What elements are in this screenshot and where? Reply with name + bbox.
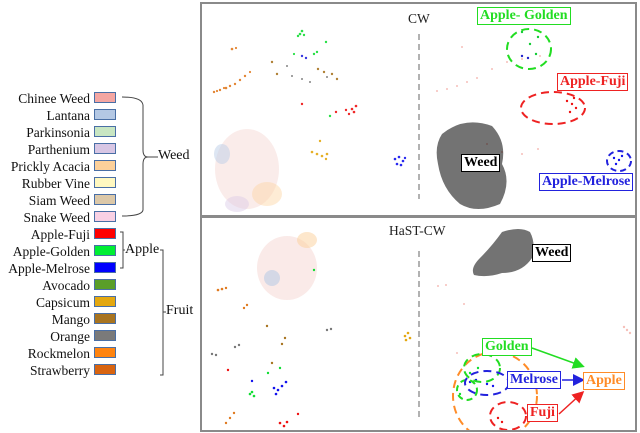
group-label-fruit: Fruit [166,303,194,318]
group-label-weed: Weed [158,148,190,163]
weed-cluster-hast-cw [472,229,534,277]
swatch-apple-melrose [94,262,116,273]
swatch-mango [94,313,116,324]
legend-item-apple-melrose: Apple-Melrose [0,260,118,277]
scatter-plot-hast-cw [210,229,632,430]
swatch-capsicum [94,296,116,307]
legend-item-orange: Orange [0,328,118,345]
legend-item-parkinsonia: Parkinsonia [0,124,118,141]
annotation-weed: Weed [532,244,572,262]
swatch-avocado [94,279,116,290]
legend-item-strawberry: Strawberry [0,362,118,379]
panel-hast-cw: HaST-CW Weed Golden Melrose Apple Fuji [200,216,637,432]
annotation-golden: Golden [482,338,532,356]
legend-item-mango: Mango [0,311,118,328]
swatch-orange [94,330,116,341]
annotation-apple: Apple [583,372,625,390]
swatch-apple-golden [94,245,116,256]
swatch-siam-weed [94,194,116,205]
swatch-apple-fuji [94,228,116,239]
legend-item-avocado: Avocado [0,277,118,294]
legend-item-snake-weed: Snake Weed [0,209,118,226]
swatch-parthenium [94,143,116,154]
panel-title-cw: CW [408,11,430,26]
swatch-snake-weed [94,211,116,222]
legend-item-rubber-vine: Rubber Vine [0,175,118,192]
annotation-apple-fuji: Apple-Fuji [557,73,629,91]
group-label-apple: Apple [125,242,160,257]
annotation-fuji: Fuji [527,404,558,422]
swatch-parkinsonia [94,126,116,137]
legend-item-capsicum: Capsicum [0,294,118,311]
annotation-apple-golden: Apple- Golden [477,7,571,25]
legend-item-rockmelon: Rockmelon [0,345,118,362]
legend-item-apple-fuji: Apple-Fuji [0,226,118,243]
swatch-lantana [94,109,116,120]
annotation-apple-melrose: Apple-Melrose [539,173,634,191]
swatch-rubber-vine [94,177,116,188]
swatch-chinee-weed [94,92,116,103]
swatch-strawberry [94,364,116,375]
legend-item-apple-golden: Apple-Golden [0,243,118,260]
annotation-weed: Weed [461,154,501,172]
panel-cw: CW Apple- Golden Apple-Fuji Weed Apple-M… [200,2,637,217]
swatch-rockmelon [94,347,116,358]
swatch-prickly-acacia [94,160,116,171]
panel-title-hast-cw: HaST-CW [389,223,446,238]
legend-item-siam-weed: Siam Weed [0,192,118,209]
legend-item-parthenium: Parthenium [0,141,118,158]
legend-item-lantana: Lantana [0,107,118,124]
legend-brackets [120,96,166,376]
annotation-melrose: Melrose [507,371,561,389]
legend-item-chinee-weed: Chinee Weed [0,90,118,107]
legend-item-prickly-acacia: Prickly Acacia [0,158,118,175]
